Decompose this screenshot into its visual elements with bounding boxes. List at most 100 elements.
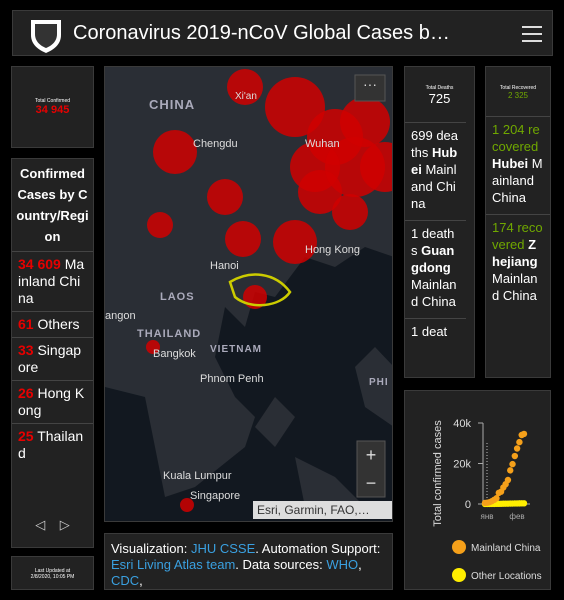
label: Total Recovered	[499, 85, 537, 91]
point	[507, 467, 514, 474]
place: Others	[37, 316, 80, 332]
x-tick-label: янв	[481, 512, 494, 521]
link[interactable]: WHO	[326, 557, 359, 572]
list-item[interactable]: 33 Singapore	[12, 337, 93, 380]
list-item[interactable]: 1 deaths Guangdong Mainland China	[405, 220, 466, 318]
list-item[interactable]: 34 609 Mainland China	[12, 251, 93, 311]
title: Coronavirus 2019-nCoV Global Cases b…	[73, 22, 450, 44]
map-label: CHINA	[149, 97, 195, 112]
map-label: Xi'an	[235, 91, 257, 102]
legend-swatch	[452, 540, 466, 554]
list-item[interactable]: 1 204 recovered Hubei Mainland China	[486, 116, 550, 214]
list-title: Confirmed Cases by Country/Region	[16, 166, 89, 244]
svg-text:···: ···	[363, 76, 377, 92]
count: 61	[18, 316, 34, 332]
legend-label: Other Locations	[471, 571, 542, 582]
menu-button[interactable]	[521, 24, 543, 44]
logo	[31, 20, 61, 53]
point	[516, 438, 523, 446]
count: 1	[411, 324, 419, 339]
map-label: VIETNAM	[210, 344, 262, 355]
text: Visualization:	[111, 541, 191, 556]
place: Hong Kong	[18, 385, 85, 418]
list-item[interactable]: 1 deat	[405, 318, 466, 348]
list-item[interactable]: 699 deaths Hubei Mainland China	[405, 122, 466, 220]
last-updated: Last Updated at 2/8/2020, 10:05 PM	[11, 556, 94, 590]
map-label: Singapore	[190, 490, 240, 502]
point	[520, 500, 528, 507]
map-label: Wuhan	[305, 138, 340, 150]
map[interactable]: ··· + − CHINA Xi'an Chengdu Wuhan Hong Kong Ha…	[104, 66, 393, 522]
map-label: LAOS	[160, 291, 195, 303]
value: 34 945	[35, 104, 70, 116]
map-label: Kuala Lumpur	[163, 470, 232, 482]
confirmed-list: Confirmed Cases by Country/Region 34 609…	[11, 158, 94, 548]
count: 33	[18, 342, 34, 358]
map-label: PHI	[369, 377, 389, 388]
place: Mainland China	[18, 256, 85, 306]
y-label: Total confirmed cases	[432, 420, 444, 527]
label: Total Confirmed	[34, 98, 70, 104]
map-label: Hong Kong	[305, 244, 360, 256]
legend-label: Mainland China	[471, 543, 541, 554]
count: 1	[411, 226, 419, 241]
region: Mainland China	[411, 162, 457, 211]
map-label: Phnom Penh	[200, 373, 264, 385]
unit: deaths	[411, 226, 455, 258]
count: 34 609	[18, 256, 61, 272]
region: Mainland China	[492, 156, 543, 205]
unit: deaths	[411, 128, 459, 160]
label: Last Updated at	[34, 568, 71, 574]
next[interactable]: ▷	[59, 517, 70, 532]
legend-swatch	[452, 568, 466, 582]
point	[504, 476, 512, 484]
y-tick-label: 20k	[453, 459, 471, 471]
link[interactable]: Esri Living Atlas team	[111, 557, 236, 572]
count: 174	[492, 220, 514, 235]
count: 25	[18, 428, 34, 444]
link[interactable]: JHU CSSE	[190, 541, 256, 556]
prev[interactable]: ◁	[35, 517, 46, 532]
x-tick-label: фев	[509, 512, 524, 521]
link[interactable]: CDC	[111, 573, 140, 588]
attribution: Esri, Garmin, FAO,…	[257, 503, 370, 517]
unit: deat	[421, 324, 448, 339]
list-item[interactable]: 174 recovered Zhejiang Mainland China	[486, 214, 550, 312]
map-label: angon	[105, 310, 136, 322]
deaths: Total Deaths 725 699 deaths Hubei Mainla…	[404, 66, 475, 378]
attribution-bg	[253, 501, 392, 519]
point	[511, 452, 519, 460]
map-label: THAILAND	[137, 328, 201, 340]
chart-panel: 0 20k 40k Total confirmed cases янв фев Mainla…	[404, 390, 551, 590]
info: Visualization: JHU CSSE. Automation Supp…	[104, 533, 393, 590]
place: Zhejiang	[492, 237, 538, 269]
place: Singapore	[18, 342, 82, 375]
text: . Automation Support:	[255, 541, 381, 556]
total-confirmed: Total Confirmed 34 945	[11, 66, 94, 148]
place: Hubei	[411, 145, 458, 177]
list-item[interactable]: 26 Hong Kong	[12, 380, 93, 423]
map-label: Chengdu	[193, 138, 238, 150]
point	[509, 460, 516, 468]
y-tick-label: 0	[465, 499, 471, 511]
map-canvas: ··· + − CHINA Xi'an Chengdu Wuhan Hong Kong Ha…	[105, 67, 392, 519]
text: ,	[139, 573, 143, 588]
unit: recovered	[492, 122, 540, 154]
place: Guangdong	[411, 243, 455, 275]
value: 2 325	[507, 91, 529, 100]
svg-text:+: +	[366, 445, 377, 465]
map-label: Hanoi	[210, 260, 239, 272]
point	[513, 445, 521, 452]
chart: 0 20k 40k Total confirmed cases янв фев Mainla…	[432, 418, 542, 582]
point	[520, 430, 528, 438]
unit: recovered	[492, 220, 543, 252]
count: 699	[411, 128, 433, 143]
place: Hubei	[492, 156, 529, 171]
list-item[interactable]: 25 Thailand	[12, 423, 93, 466]
label: Total Deaths	[425, 85, 454, 91]
list-item[interactable]: 61 Others	[12, 311, 93, 337]
pager: ◁ ▷	[12, 517, 93, 533]
point	[493, 495, 500, 502]
count: 26	[18, 385, 34, 401]
